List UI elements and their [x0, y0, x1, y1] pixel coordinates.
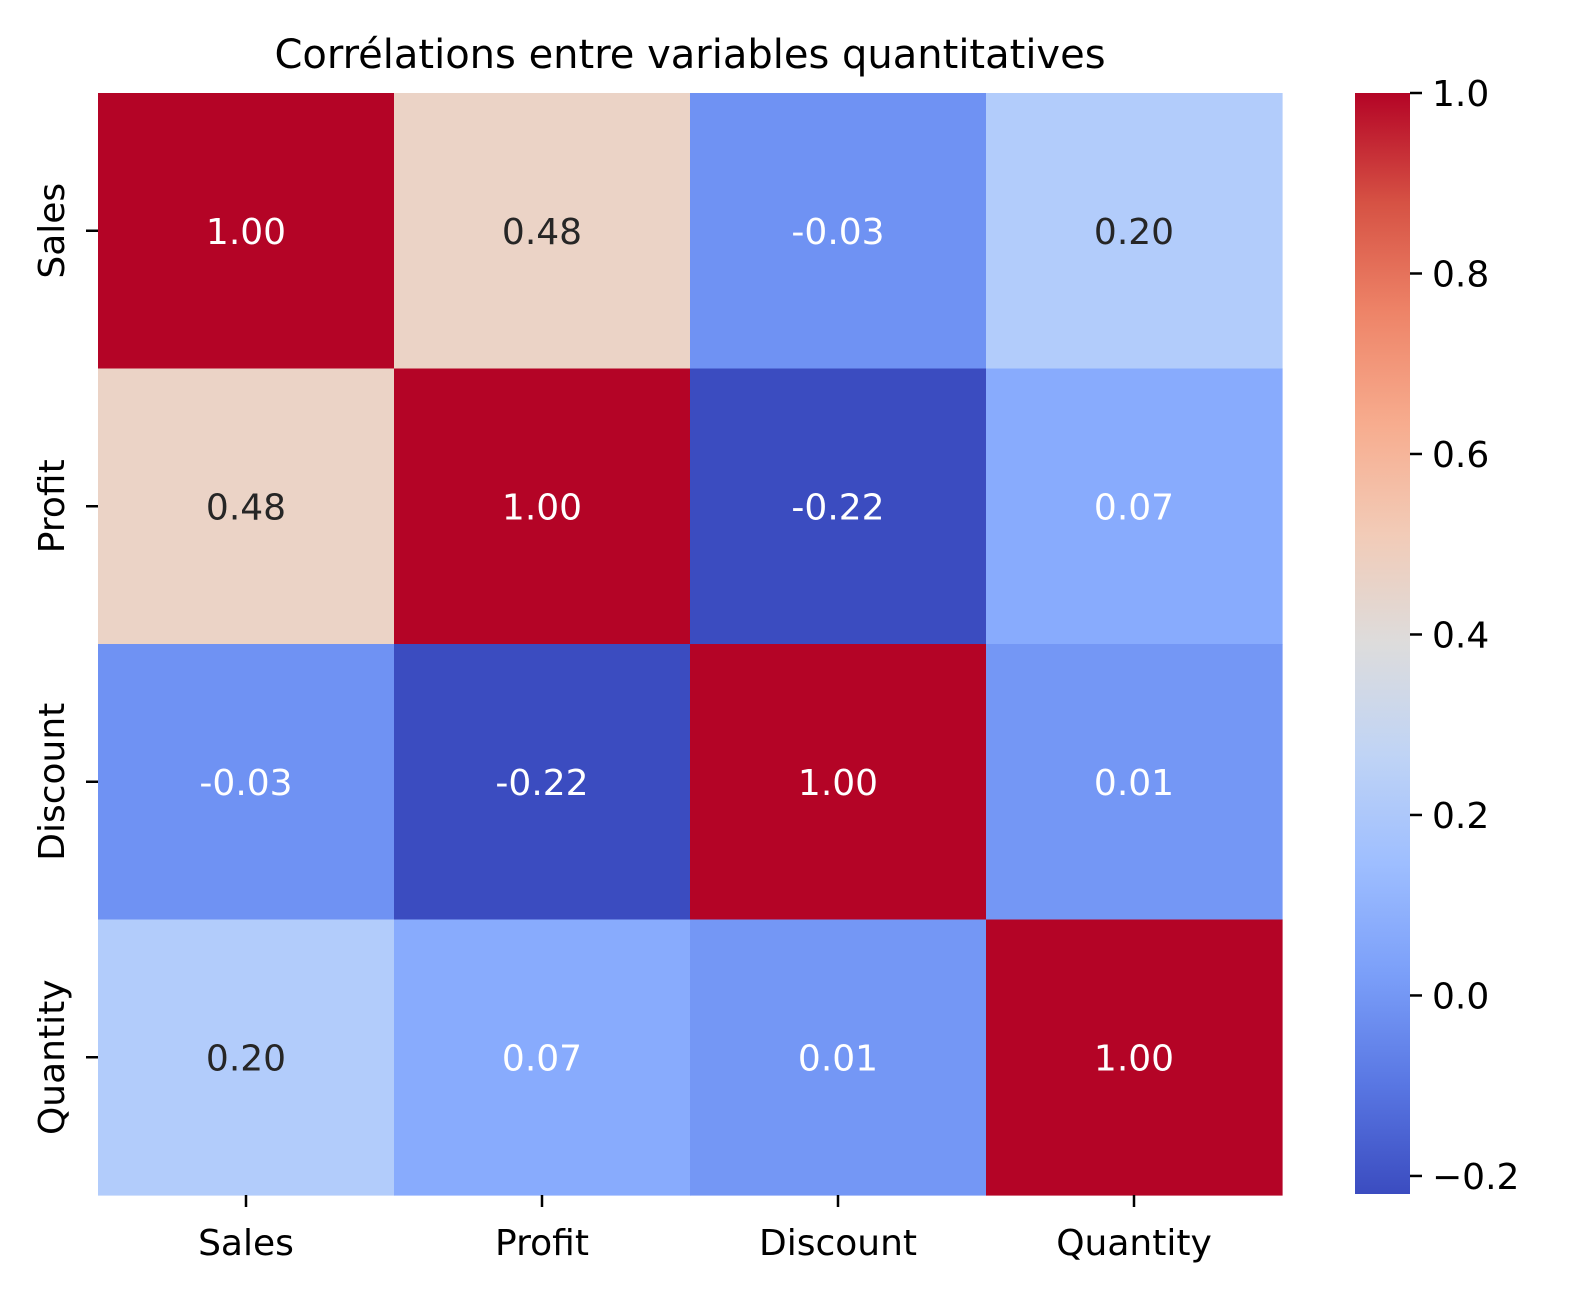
- colorbar-tick-label: 0.4: [1432, 615, 1489, 656]
- cell-quantity-quantity: [986, 919, 1283, 1196]
- heatmap-cells: 1.00 0.48 -0.03 0.20 0.48 1.00 -0.22 0.07 -0.03 -…: [98, 93, 1283, 1196]
- cell-value-label: 1.00: [502, 487, 582, 528]
- colorbar-tick-label: 0.0: [1432, 976, 1489, 1017]
- cell-quantity-profit: [394, 919, 691, 1196]
- cell-discount-quantity: [986, 644, 1283, 921]
- x-tick-label-profit: Profit: [495, 1223, 589, 1264]
- x-tick-label-discount: Discount: [759, 1223, 917, 1264]
- cell-quantity-sales: [98, 919, 395, 1196]
- cell-profit-sales: [98, 368, 395, 645]
- colorbar: −0.2 0.0 0.2 0.4 0.6 0.8 1.0: [1355, 74, 1519, 1198]
- colorbar-tick-label: 0.8: [1432, 254, 1489, 295]
- cell-value-label: 0.48: [206, 487, 286, 528]
- x-tick-label-quantity: Quantity: [1056, 1223, 1212, 1264]
- cell-value-label: 1.00: [798, 763, 878, 804]
- cell-discount-profit: [394, 644, 691, 921]
- y-tick-label-sales: Sales: [32, 183, 73, 279]
- colorbar-tick-label: 1.0: [1432, 74, 1489, 115]
- cell-value-label: -0.22: [791, 487, 884, 528]
- cell-sales-profit: [394, 93, 691, 370]
- cell-value-label: 1.00: [1094, 1038, 1174, 1079]
- colorbar-gradient: [1355, 93, 1410, 1194]
- cell-value-label: 0.20: [1094, 212, 1174, 253]
- chart-title: Corrélations entre variables quantitativ…: [274, 32, 1105, 78]
- colorbar-tick-label: −0.2: [1432, 1157, 1519, 1198]
- y-tick-label-quantity: Quantity: [32, 979, 73, 1135]
- cell-profit-discount: [690, 368, 987, 645]
- cell-value-label: 0.07: [502, 1038, 582, 1079]
- cell-discount-discount: [690, 644, 987, 921]
- cell-value-label: 0.01: [798, 1038, 878, 1079]
- cell-value-label: 0.07: [1094, 487, 1174, 528]
- cell-quantity-discount: [690, 919, 987, 1196]
- cell-sales-sales: [98, 93, 395, 370]
- cell-value-label: 0.01: [1094, 763, 1174, 804]
- y-tick-label-profit: Profit: [32, 459, 73, 553]
- x-tick-label-sales: Sales: [198, 1223, 294, 1264]
- y-tick-label-discount: Discount: [32, 703, 73, 861]
- cell-discount-sales: [98, 644, 395, 921]
- cell-value-label: 0.20: [206, 1038, 286, 1079]
- cell-value-label: 1.00: [206, 212, 286, 253]
- colorbar-tick-label: 0.6: [1432, 435, 1489, 476]
- cell-value-label: -0.03: [199, 763, 292, 804]
- cell-sales-discount: [690, 93, 987, 370]
- cell-value-label: 0.48: [502, 212, 582, 253]
- colorbar-tick-label: 0.2: [1432, 796, 1489, 837]
- cell-value-label: -0.22: [495, 763, 588, 804]
- cell-profit-quantity: [986, 368, 1283, 645]
- cell-profit-profit: [394, 368, 691, 645]
- axis-ticks: Sales Profit Discount Quantity Sales Profit Di…: [32, 183, 1212, 1264]
- cell-sales-quantity: [986, 93, 1283, 370]
- cell-value-label: -0.03: [791, 212, 884, 253]
